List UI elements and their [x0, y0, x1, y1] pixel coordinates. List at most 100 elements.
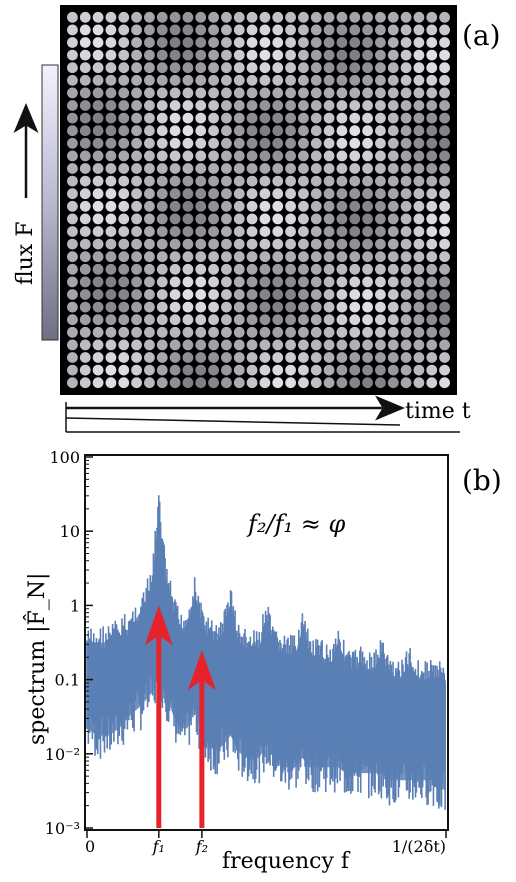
lattice-dot: [413, 150, 425, 162]
lattice-dot: [169, 314, 181, 326]
lattice-dot: [375, 377, 386, 389]
lattice-dot: [246, 263, 258, 275]
lattice-dot: [208, 37, 219, 48]
lattice-dot: [67, 74, 78, 86]
lattice-dot: [375, 188, 386, 200]
lattice-dot: [92, 74, 104, 86]
lattice-dot: [144, 74, 155, 86]
lattice-dot: [349, 352, 361, 363]
lattice-dot: [298, 112, 309, 124]
lattice-dot: [105, 263, 117, 275]
lattice-dot: [67, 213, 78, 225]
lattice-dot: [182, 49, 194, 61]
lattice-dot: [67, 163, 78, 174]
lattice-dot: [221, 238, 232, 250]
lattice-dot: [221, 326, 232, 338]
panel-a: (a) flux F time t: [13, 5, 501, 433]
lattice-dot: [67, 364, 78, 376]
lattice-dot: [92, 150, 104, 162]
time-axis-label: time t: [405, 399, 471, 424]
lattice-dot: [67, 37, 78, 48]
lattice-dot: [259, 289, 271, 300]
lattice-dot: [92, 251, 104, 263]
lattice-dot: [144, 289, 155, 300]
lattice-dot: [144, 87, 155, 99]
lattice-dot: [92, 163, 104, 174]
lattice-dot: [118, 188, 130, 200]
lattice-dot: [221, 200, 232, 212]
lattice-dot: [439, 74, 450, 86]
lattice-dot: [246, 137, 258, 149]
lattice-dot: [105, 125, 117, 137]
spectrum-y-label: spectrum |F̂_N|: [24, 573, 50, 745]
lattice-dot: [67, 339, 78, 351]
lattice-dot: [375, 24, 386, 36]
frequency-markers: [144, 605, 216, 828]
lattice-dot: [208, 326, 219, 338]
lattice-dot: [413, 301, 425, 313]
lattice-dot: [131, 377, 142, 389]
lattice-dot: [387, 125, 399, 137]
lattice-dot: [246, 49, 258, 61]
lattice-dot: [169, 213, 181, 225]
lattice-dot: [221, 276, 232, 288]
lattice-dot: [156, 112, 168, 124]
lattice-dot: [439, 188, 450, 200]
lattice-dot: [272, 163, 284, 174]
lattice-dot: [118, 364, 130, 376]
lattice-dot: [79, 289, 91, 300]
lattice-dot: [105, 112, 117, 124]
lattice-dot: [208, 200, 219, 212]
lattice-dot: [426, 326, 438, 338]
lattice-dot: [298, 100, 309, 111]
lattice-dot: [144, 226, 155, 237]
lattice-dot: [400, 137, 412, 149]
lattice-dot: [298, 49, 309, 61]
lattice-dot: [439, 352, 450, 363]
lattice-dot: [400, 200, 412, 212]
lattice-dot: [439, 213, 450, 225]
lattice-dot: [362, 314, 373, 326]
lattice-dot: [118, 326, 130, 338]
lattice-dot: [362, 289, 373, 300]
lattice-dot: [375, 150, 386, 162]
lattice-dot: [349, 125, 361, 137]
lattice-dot: [208, 377, 219, 389]
lattice-dot: [426, 62, 438, 74]
lattice-dot: [105, 37, 117, 48]
lattice-dot: [272, 49, 284, 61]
lattice-dot: [233, 289, 245, 300]
lattice-dot: [79, 364, 91, 376]
lattice-dot: [298, 289, 309, 300]
lattice-dot: [79, 112, 91, 124]
lattice-dot: [310, 100, 322, 111]
lattice-dot: [169, 175, 181, 187]
lattice-dot: [92, 188, 104, 200]
lattice-dot: [144, 364, 155, 376]
lattice-dot: [92, 49, 104, 61]
lattice-dot: [105, 213, 117, 225]
lattice-dot: [272, 213, 284, 225]
lattice-dot: [310, 163, 322, 174]
lattice-dot: [400, 87, 412, 99]
lattice-dot: [131, 24, 142, 36]
lattice-dot: [272, 87, 284, 99]
lattice-dot: [246, 289, 258, 300]
lattice-dot: [323, 150, 335, 162]
lattice-dot: [79, 263, 91, 275]
lattice-dot: [233, 213, 245, 225]
lattice-dot: [285, 326, 296, 338]
lattice-dot: [169, 62, 181, 74]
lattice-dot: [259, 352, 271, 363]
lattice-dot: [439, 49, 450, 61]
lattice-dot: [182, 377, 194, 389]
lattice-dot: [349, 289, 361, 300]
lattice-dot: [195, 188, 207, 200]
lattice-dot: [400, 263, 412, 275]
lattice-dot: [375, 251, 386, 263]
lattice-dot: [349, 37, 361, 48]
lattice-dot: [195, 314, 207, 326]
x-axis-ticks: 0 f₁ f₂ 1/(2δt): [85, 830, 447, 856]
lattice-dot: [208, 352, 219, 363]
lattice-dot: [246, 100, 258, 111]
